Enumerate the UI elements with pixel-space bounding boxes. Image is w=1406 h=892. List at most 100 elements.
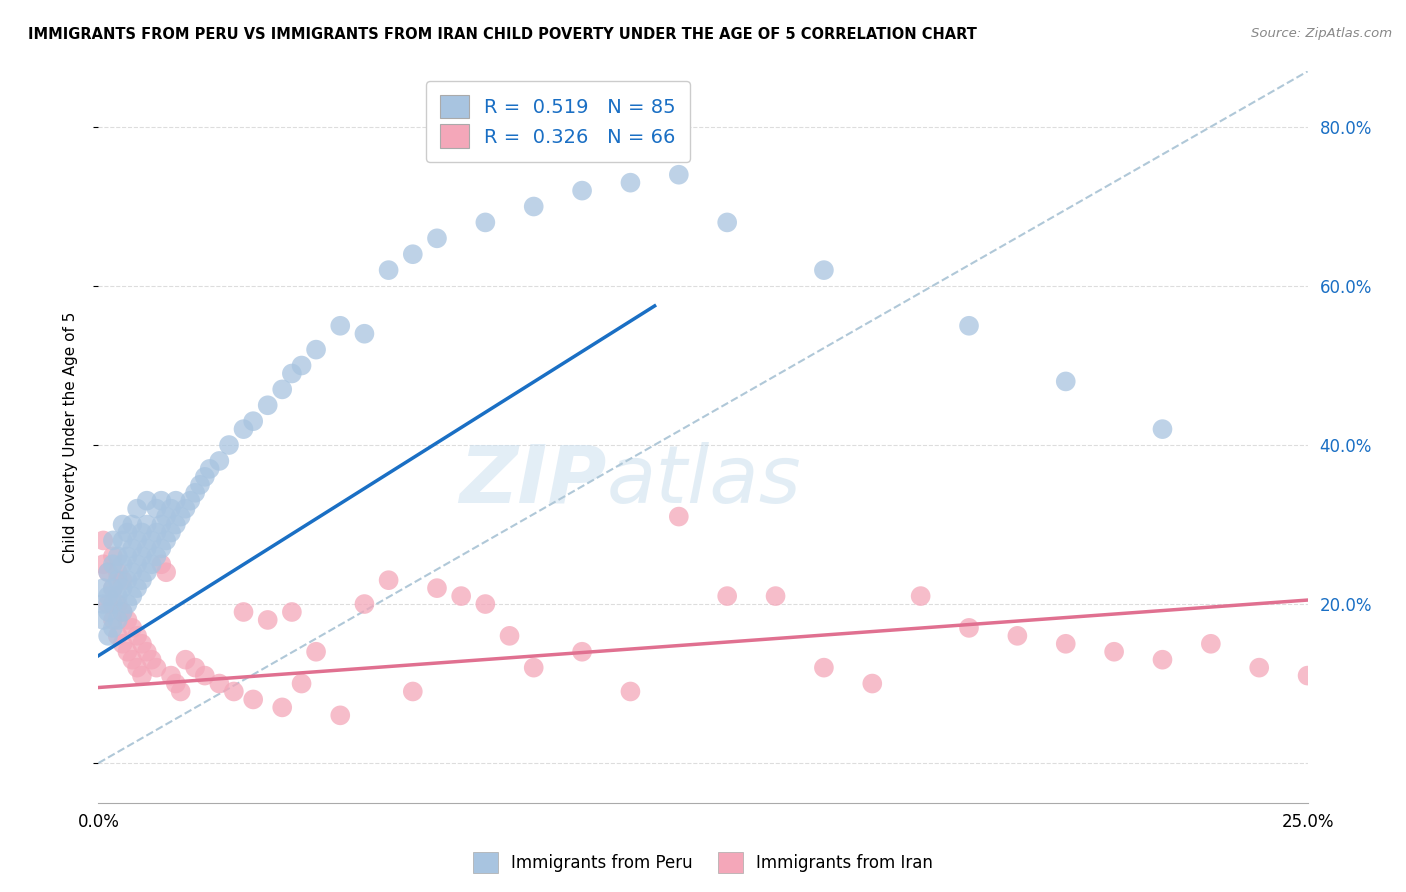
Point — [150, 558, 173, 572]
Point — [1007, 629, 1029, 643]
Point — [141, 558, 163, 572]
Point — [305, 645, 328, 659]
Point — [184, 485, 207, 500]
Point — [765, 589, 787, 603]
Point — [97, 566, 120, 580]
Point — [450, 589, 472, 603]
Point — [174, 501, 197, 516]
Text: Source: ZipAtlas.com: Source: ZipAtlas.com — [1251, 27, 1392, 40]
Point — [131, 549, 153, 564]
Point — [1199, 637, 1222, 651]
Point — [1296, 668, 1319, 682]
Text: ZIP: ZIP — [458, 442, 606, 520]
Point — [121, 653, 143, 667]
Point — [121, 541, 143, 556]
Point — [271, 700, 294, 714]
Point — [256, 613, 278, 627]
Point — [198, 462, 221, 476]
Point — [141, 653, 163, 667]
Point — [145, 549, 167, 564]
Point — [305, 343, 328, 357]
Point — [165, 517, 187, 532]
Point — [353, 597, 375, 611]
Point — [155, 533, 177, 548]
Point — [117, 549, 139, 564]
Point — [117, 645, 139, 659]
Point — [1054, 637, 1077, 651]
Point — [377, 573, 399, 587]
Point — [426, 581, 449, 595]
Point — [127, 629, 149, 643]
Y-axis label: Child Poverty Under the Age of 5: Child Poverty Under the Age of 5 — [63, 311, 77, 563]
Point — [117, 573, 139, 587]
Point — [101, 581, 124, 595]
Point — [160, 501, 183, 516]
Point — [111, 517, 134, 532]
Point — [97, 589, 120, 603]
Point — [910, 589, 932, 603]
Point — [1152, 653, 1174, 667]
Point — [165, 676, 187, 690]
Point — [184, 660, 207, 674]
Point — [256, 398, 278, 412]
Point — [1102, 645, 1125, 659]
Point — [107, 549, 129, 564]
Point — [141, 533, 163, 548]
Point — [353, 326, 375, 341]
Point — [127, 558, 149, 572]
Point — [121, 517, 143, 532]
Point — [135, 566, 157, 580]
Point — [107, 613, 129, 627]
Point — [131, 637, 153, 651]
Point — [97, 605, 120, 619]
Point — [957, 621, 980, 635]
Point — [111, 605, 134, 619]
Point — [329, 318, 352, 333]
Point — [619, 684, 641, 698]
Point — [174, 653, 197, 667]
Point — [281, 605, 304, 619]
Point — [145, 525, 167, 540]
Point — [160, 525, 183, 540]
Point — [145, 501, 167, 516]
Point — [145, 660, 167, 674]
Point — [619, 176, 641, 190]
Point — [101, 597, 124, 611]
Point — [97, 629, 120, 643]
Point — [290, 359, 312, 373]
Point — [813, 263, 835, 277]
Point — [111, 573, 134, 587]
Point — [169, 684, 191, 698]
Point — [97, 597, 120, 611]
Legend: Immigrants from Peru, Immigrants from Iran: Immigrants from Peru, Immigrants from Ir… — [467, 846, 939, 880]
Point — [860, 676, 883, 690]
Point — [150, 493, 173, 508]
Point — [155, 509, 177, 524]
Point — [117, 597, 139, 611]
Point — [117, 525, 139, 540]
Point — [1152, 422, 1174, 436]
Point — [101, 613, 124, 627]
Point — [121, 621, 143, 635]
Point — [117, 613, 139, 627]
Point — [957, 318, 980, 333]
Point — [107, 589, 129, 603]
Point — [179, 493, 201, 508]
Point — [91, 558, 114, 572]
Point — [131, 525, 153, 540]
Point — [101, 621, 124, 635]
Point — [111, 558, 134, 572]
Point — [498, 629, 520, 643]
Point — [242, 414, 264, 428]
Point — [571, 184, 593, 198]
Point — [222, 684, 245, 698]
Point — [474, 215, 496, 229]
Point — [155, 566, 177, 580]
Point — [377, 263, 399, 277]
Point — [121, 566, 143, 580]
Point — [232, 605, 254, 619]
Point — [426, 231, 449, 245]
Point — [111, 581, 134, 595]
Point — [150, 517, 173, 532]
Point — [150, 541, 173, 556]
